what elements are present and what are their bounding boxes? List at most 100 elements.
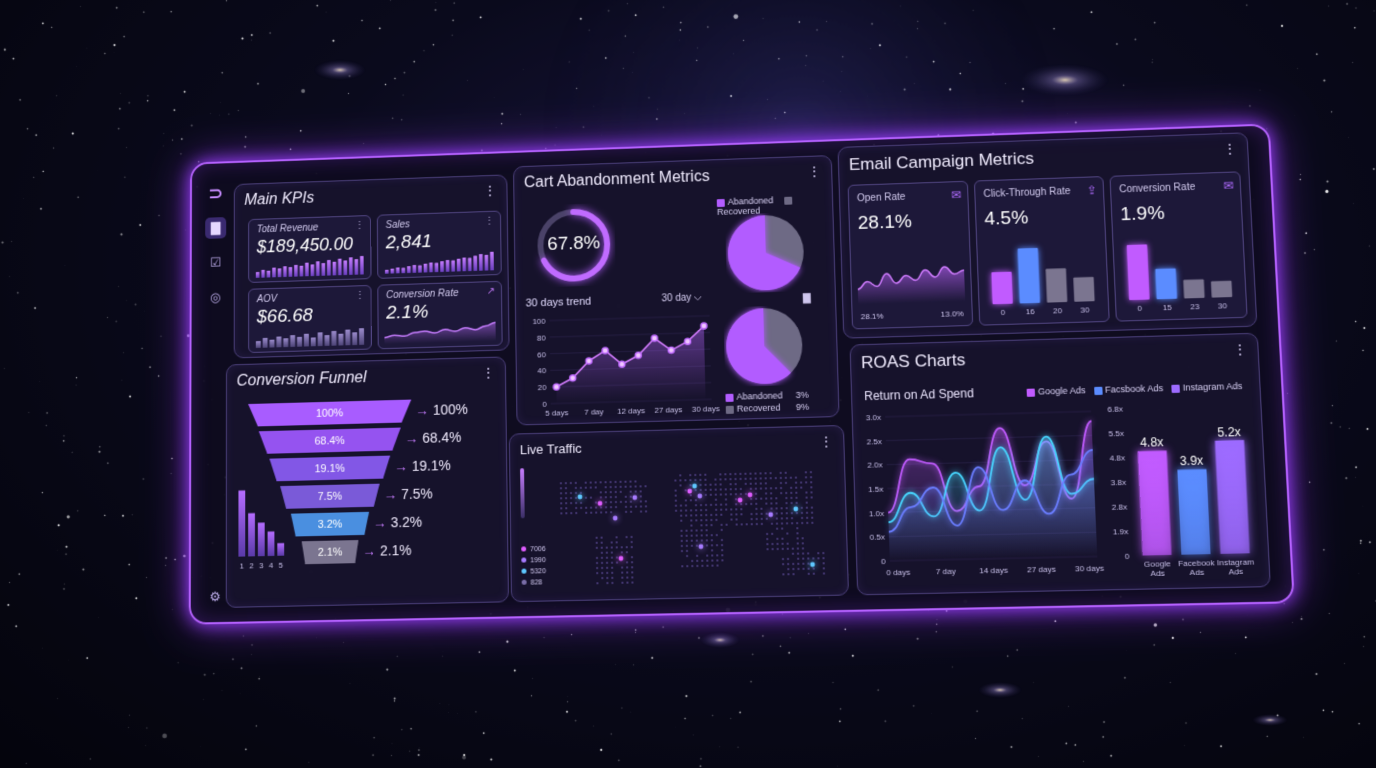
map-dot — [766, 543, 768, 545]
traffic-intensity-slider[interactable] — [520, 468, 525, 518]
share-icon[interactable]: ⇪ — [1086, 183, 1097, 197]
map-dot — [782, 573, 784, 575]
map-dot — [710, 504, 712, 506]
sparkline-bar — [338, 259, 342, 276]
map-dot — [764, 472, 766, 474]
roas-legend: Google Ads Facsbook Ads Instagram Ads — [1026, 381, 1242, 397]
map-dot — [630, 536, 632, 538]
live-traffic-menu-icon[interactable]: ⋮ — [819, 433, 834, 450]
map-dot — [771, 543, 773, 545]
funnel-step[interactable]: 2.1% — [302, 540, 359, 564]
map-dot — [780, 472, 782, 474]
map-dot — [696, 545, 698, 547]
map-dot — [775, 487, 777, 489]
kpi-conversion-card[interactable]: Conversion Rate ↗ 2.1% — [377, 281, 502, 350]
live-traffic-title: Live Traffic — [520, 441, 582, 458]
map-dot — [745, 493, 747, 495]
cart-abandonment-menu-icon[interactable]: ⋮ — [807, 163, 821, 180]
map-dot — [735, 508, 737, 510]
map-dot — [631, 541, 633, 543]
sales-menu-icon[interactable]: ⋮ — [484, 216, 494, 227]
email-conversion-card[interactable]: Conversion Rate ✉ 1.9% 0 15 23 30 — [1109, 171, 1247, 321]
traffic-hotspot — [632, 495, 637, 500]
map-dot — [615, 501, 617, 503]
map-dot — [802, 557, 804, 559]
map-dot — [565, 482, 567, 484]
map-dot — [690, 509, 692, 511]
map-dot — [630, 506, 632, 508]
kpi-conversion-label: Conversion Rate — [386, 288, 459, 301]
sales-label: Sales — [386, 219, 410, 230]
funnel-step[interactable]: 3.2% — [291, 512, 369, 537]
map-dot — [756, 523, 758, 525]
database-nav-icon[interactable]: ◎ — [205, 287, 226, 309]
chevron-down-icon: ⌵ — [694, 292, 702, 303]
settings-gear-icon[interactable]: ⚙ — [204, 586, 225, 608]
sparkline-bar — [360, 256, 364, 275]
map-dot — [575, 502, 577, 504]
sparkline-bar — [355, 259, 359, 275]
total-revenue-card[interactable]: Total Revenue ⋮ $189,450.00 — [248, 215, 371, 283]
map-dot — [560, 512, 562, 514]
map-dot — [790, 477, 792, 479]
checklist-nav-icon[interactable]: ☑ — [205, 252, 226, 274]
sparkline-bar — [457, 259, 461, 272]
map-dot — [807, 552, 809, 554]
map-dot — [801, 512, 803, 514]
map-dot — [595, 506, 597, 508]
map-dot — [621, 551, 623, 553]
map-dot — [771, 533, 773, 535]
map-dot — [601, 557, 603, 559]
map-dot — [744, 478, 746, 480]
roas-legend-label[interactable]: Facsbook Ads — [1105, 383, 1164, 395]
map-dot — [740, 503, 742, 505]
ctr-card[interactable]: Click-Through Rate ⇪ 4.5% 0 16 20 30 — [974, 176, 1110, 326]
map-dot — [711, 554, 713, 556]
map-dot — [560, 502, 562, 504]
sales-card[interactable]: Sales ⋮ 2,841 — [377, 211, 502, 279]
trend-range-dropdown[interactable]: 30 day ⌵ — [661, 292, 701, 304]
aov-card[interactable]: AOV ⋮ $66.68 — [248, 285, 372, 353]
map-dot — [730, 508, 732, 510]
funnel-mini-category: 2 — [249, 561, 253, 570]
sparkline-bar — [413, 265, 417, 273]
funnel-step[interactable]: 7.5% — [280, 484, 380, 509]
map-dot — [615, 536, 617, 538]
funnel-step[interactable]: 68.4% — [259, 428, 401, 454]
map-dot — [796, 512, 798, 514]
map-dot — [785, 502, 787, 504]
map-dot — [802, 552, 804, 554]
y-tick-label: 4.8x — [1109, 453, 1125, 463]
email-bar — [1211, 281, 1232, 298]
map-dot — [797, 558, 799, 560]
roas-legend-label[interactable]: Google Ads — [1038, 385, 1086, 396]
roas-legend-label[interactable]: Instagram Ads — [1183, 381, 1243, 393]
map-dot — [700, 524, 702, 526]
bar-chart-nav-icon[interactable]: ▇ — [205, 217, 226, 239]
map-dot — [679, 479, 681, 481]
email-campaign-menu-icon[interactable]: ⋮ — [1222, 141, 1237, 158]
email-bar-category: 16 — [1026, 307, 1036, 316]
total-revenue-menu-icon[interactable]: ⋮ — [355, 220, 365, 231]
sparkline-bar — [263, 338, 268, 348]
funnel-mini-bar — [238, 490, 245, 556]
main-kpis-menu-icon[interactable]: ⋮ — [483, 183, 497, 200]
map-dot — [795, 487, 797, 489]
map-dot — [705, 494, 707, 496]
trend-area — [556, 326, 706, 404]
aov-menu-icon[interactable]: ⋮ — [355, 290, 365, 301]
map-dot — [715, 494, 717, 496]
map-dot — [570, 502, 572, 504]
funnel-step[interactable]: 100% — [248, 400, 411, 427]
map-dot — [735, 513, 737, 515]
map-dot — [797, 552, 799, 554]
map-dot — [802, 568, 804, 570]
map-dot — [570, 482, 572, 484]
open-rate-card[interactable]: Open Rate ✉ 28.1% 28.1% 13.0% — [848, 181, 974, 330]
map-dot — [585, 512, 587, 514]
map-dot — [792, 553, 794, 555]
map-dot — [675, 505, 677, 507]
chart-type-icon[interactable]: ▇ — [803, 293, 811, 304]
roas-menu-icon[interactable]: ⋮ — [1232, 341, 1247, 359]
funnel-step[interactable]: 19.1% — [269, 456, 390, 482]
